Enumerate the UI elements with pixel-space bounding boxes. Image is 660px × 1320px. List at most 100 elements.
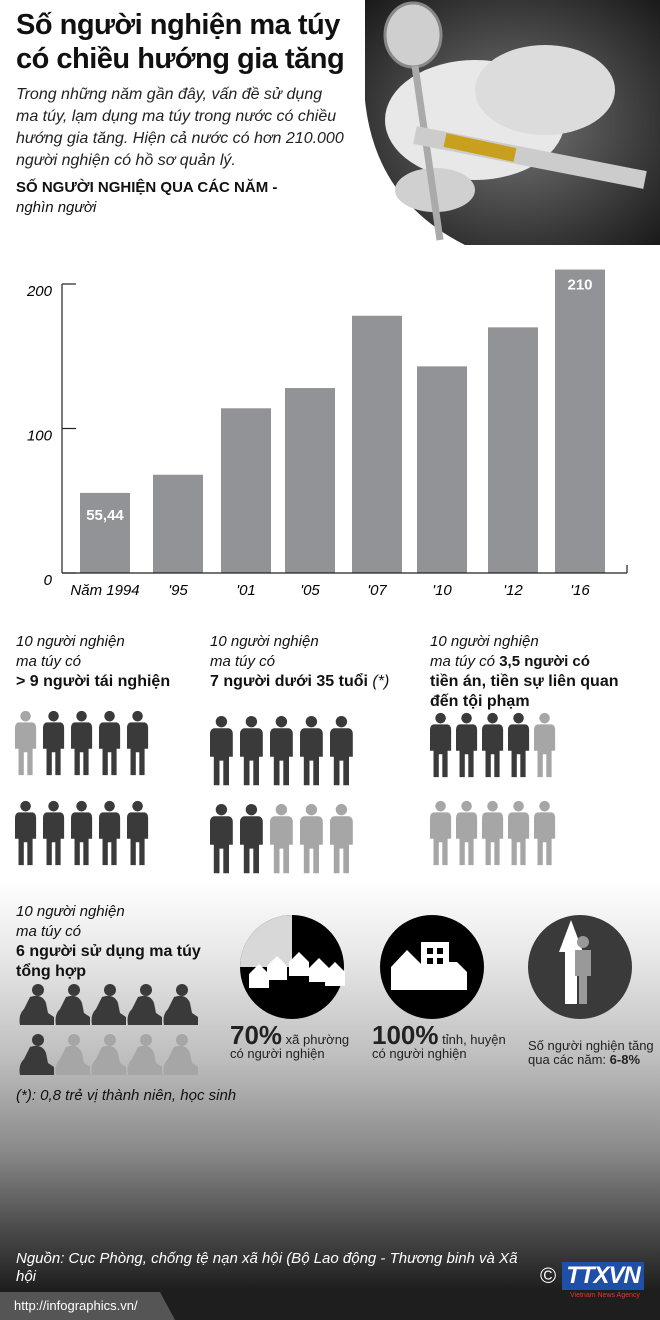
circle-label-line2: có người nghiện <box>230 1045 349 1062</box>
person-icon <box>430 712 452 778</box>
page-title: Số người nghiện ma túy có chiều hướng gi… <box>16 8 345 76</box>
person-icon <box>456 712 478 778</box>
seated-person-icon <box>91 984 126 1025</box>
x-tick-label: '16 <box>570 582 590 599</box>
person-icon <box>270 803 293 874</box>
circle-text: có người nghiện <box>230 1046 325 1061</box>
person-icon <box>127 710 149 776</box>
person-icon <box>99 800 121 866</box>
stat-text: 10 người nghiện ma túy có 3,5 người có tiề… <box>430 632 658 712</box>
seated-person-icon <box>163 1034 198 1075</box>
person-icon <box>300 803 323 874</box>
x-tick-label: '10 <box>432 582 452 599</box>
circle-label-line1: 70% xã phường <box>230 1022 349 1048</box>
bar-7 <box>555 269 605 573</box>
copyright-icon: © <box>540 1263 557 1288</box>
person-icon <box>300 715 323 786</box>
person-icon <box>330 803 353 874</box>
arrow-up-person-icon <box>559 920 591 1004</box>
person-icon <box>15 800 37 866</box>
circle-text: Số người nghiện tăng <box>528 1038 654 1053</box>
stat-highlight: 6 người sử dụng ma túy <box>16 942 226 962</box>
x-tick-label: '07 <box>367 582 387 599</box>
bar-3 <box>285 388 335 573</box>
person-icon <box>508 712 530 778</box>
bar-4 <box>352 315 402 573</box>
logo-text: TTXVN <box>562 1262 644 1290</box>
circle-label: 100% tỉnh, huyện có người nghiện <box>372 1022 506 1062</box>
source-text: Nguồn: Cục Phòng, chống tệ nạn xã hội (B… <box>16 1250 518 1285</box>
percent-value: 70% <box>230 1020 283 1050</box>
person-icon <box>430 800 452 866</box>
stat-line: 10 người nghiện <box>16 633 125 650</box>
drug-spoon-syringe-photo <box>365 0 660 245</box>
bar-1 <box>153 474 203 573</box>
y-tick-label: 100 <box>27 428 53 445</box>
seated-person-icon <box>55 984 90 1025</box>
circle-label-line1: 100% tỉnh, huyện <box>372 1022 506 1048</box>
seated-person-icon <box>91 1034 126 1075</box>
stat-text: 10 người nghiện ma túy có > 9 người tái ng… <box>16 632 206 692</box>
circle-label: 70% xã phường có người nghiện <box>230 1022 349 1062</box>
stat-line: ma túy có <box>16 922 226 942</box>
bar-2 <box>221 408 271 573</box>
stat-line-text: ma túy có <box>430 653 496 670</box>
person-icon <box>71 710 93 776</box>
person-icon <box>99 710 121 776</box>
bar-0 <box>80 492 130 573</box>
stat-text: 10 người nghiện ma túy có 7 người dưới 35 … <box>210 632 425 692</box>
seated-person-icon <box>19 984 54 1025</box>
stat-highlight: tiền án, tiền sự liên quan <box>430 672 658 692</box>
bar-6 <box>488 327 538 573</box>
person-icon <box>482 800 504 866</box>
stat-highlight: đến tội phạm <box>430 693 530 710</box>
footnote: (*): 0,8 trẻ vị thành niên, học sinh <box>16 1087 237 1104</box>
stat-line: ma túy có <box>210 652 425 672</box>
person-icon <box>43 710 65 776</box>
person-icon <box>15 710 37 776</box>
circle-text: có người nghiện <box>372 1046 467 1061</box>
stat-note: (*) <box>372 673 390 690</box>
person-icon <box>456 800 478 866</box>
title-line: có chiều hướng gia tăng <box>16 43 345 75</box>
y-tick-label: 200 <box>26 283 53 300</box>
seated-person-icon <box>127 984 162 1025</box>
x-tick-label: '05 <box>300 582 320 599</box>
data-label: 210 <box>567 277 592 294</box>
stat-line-text: ma túy có <box>210 653 276 670</box>
bar-chart: 55,44 210 Năm 1994 '95 '01 '05 '07 '10 '12 '16 0 1… <box>26 269 628 599</box>
stat-bold: > 9 người tái nghiện <box>16 673 171 690</box>
stat-bold: tiền án, tiền sự liên quan <box>430 673 619 690</box>
person-grid <box>15 710 149 866</box>
houses-circle <box>240 915 345 1019</box>
person-icon <box>71 800 93 866</box>
arrow-up-person-circle <box>528 915 632 1019</box>
stat-line: ma túy có <box>16 652 206 672</box>
seated-person-icon <box>127 1034 162 1075</box>
x-tick-label: '12 <box>503 582 523 599</box>
person-icon <box>482 712 504 778</box>
circle-text: tỉnh, huyện <box>442 1032 506 1047</box>
stat-line: 10 người nghiện <box>210 633 319 650</box>
circle-text: qua các năm: <box>528 1052 610 1067</box>
stat-line-text: ma túy có <box>16 923 82 940</box>
seated-person-icon <box>19 1034 54 1075</box>
title-line: Số người nghiện ma túy <box>16 9 340 41</box>
site-url-link[interactable]: http://infographics.vn/ <box>14 1298 138 1313</box>
person-icon <box>508 800 530 866</box>
person-icon <box>534 800 556 866</box>
person-icon <box>270 715 293 786</box>
x-tick-label: Năm 1994 <box>70 582 139 599</box>
seated-person-icon <box>163 984 198 1025</box>
seated-person-icon <box>55 1034 90 1075</box>
person-icon <box>210 715 233 786</box>
bar-5 <box>417 366 467 573</box>
houses-icon <box>249 952 345 988</box>
stat-text: 10 người nghiện ma túy có 6 người sử dụng … <box>16 902 226 982</box>
person-icon <box>534 712 556 778</box>
x-tick-label: '95 <box>168 582 188 599</box>
circle-label-line2: có người nghiện <box>372 1045 506 1062</box>
person-icon <box>240 803 263 874</box>
circle-label: Số người nghiện tăng qua các năm: 6-8% <box>528 1027 654 1068</box>
stat-line: 10 người nghiện <box>16 903 125 920</box>
